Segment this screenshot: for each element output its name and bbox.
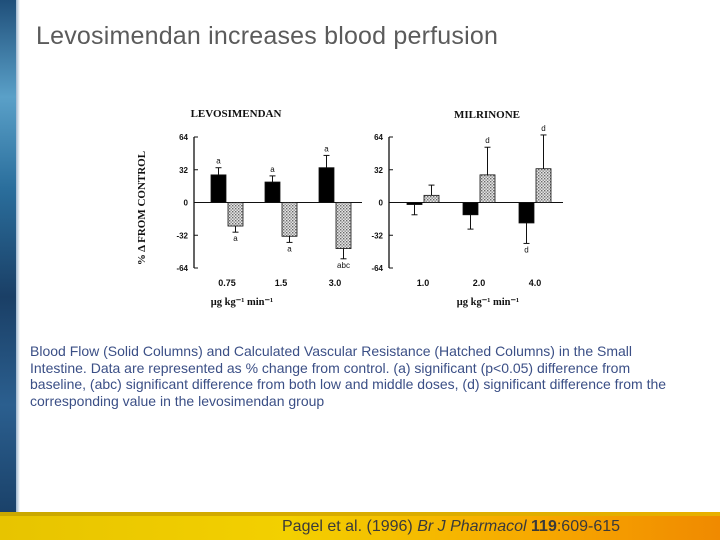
category-label: 1.0 (417, 278, 430, 288)
footer-shadow (0, 512, 720, 516)
significance-annotation: a (233, 234, 238, 243)
category-label: 3.0 (329, 278, 342, 288)
y-axis-label: % Δ FROM CONTROL (136, 151, 148, 265)
category-label: 1.5 (275, 278, 288, 288)
citation-volume: 119 (531, 518, 557, 535)
significance-annotation: abc (337, 261, 350, 270)
y-tick-label: -32 (371, 231, 383, 240)
citation-pages: :609-615 (556, 518, 621, 535)
levosimendan-panel: LEVOSIMENDAN μg kg⁻¹ min⁻¹ 64 32 0 -32 -64 0.… (176, 108, 362, 308)
resistance-bar (227, 202, 244, 227)
figure-caption: Blood Flow (Solid Columns) and Calculate… (30, 343, 667, 409)
blood-flow-bar (318, 167, 335, 203)
blood-flow-bar (462, 202, 479, 216)
resistance-bar (281, 202, 298, 237)
blood-flow-bar (264, 181, 281, 203)
blood-flow-bar (210, 174, 227, 203)
resistance-bar (479, 174, 496, 203)
resistance-bar (335, 202, 352, 249)
y-tick-label: 64 (374, 133, 383, 142)
y-tick-label: -32 (176, 231, 188, 240)
resistance-bar (423, 194, 440, 203)
significance-annotation: a (216, 157, 221, 166)
x-axis-label-levosimendan: μg kg⁻¹ min⁻¹ (211, 297, 273, 308)
y-tick-label: 0 (379, 199, 384, 208)
y-tick-label: 32 (179, 166, 188, 175)
panel-title-milrinone: MILRINONE (454, 109, 520, 121)
y-tick-label: -64 (371, 264, 383, 273)
blood-flow-bar (406, 202, 423, 205)
significance-annotation: d (524, 245, 528, 254)
milrinone-panel: MILRINONE μg kg⁻¹ min⁻¹ 64 32 0 -32 -64 1.0 2.… (371, 109, 563, 308)
y-tick-label: 64 (179, 133, 188, 142)
slide-title: Levosimendan increases blood perfusion (36, 22, 499, 50)
significance-annotation: a (324, 144, 329, 153)
category-label: 4.0 (529, 278, 542, 288)
blood-flow-bar (518, 202, 535, 224)
significance-annotation: a (270, 165, 275, 174)
left-decorative-band (0, 0, 20, 540)
significance-annotation: d (541, 124, 545, 133)
citation-authors: Pagel et al. (1996) (282, 518, 413, 535)
bar-charts: % Δ FROM CONTROL LEVOSIMENDAN μg kg⁻¹ mi… (136, 108, 563, 308)
resistance-bar (535, 168, 552, 203)
category-label: 2.0 (473, 278, 486, 288)
y-tick-label: 0 (184, 199, 189, 208)
footer-bar: Pagel et al. (1996) Br J Pharmacol 119:6… (0, 516, 720, 540)
citation: Pagel et al. (1996) Br J Pharmacol 119:6… (282, 518, 620, 536)
significance-annotation: d (485, 136, 489, 145)
panel-title-levosimendan: LEVOSIMENDAN (191, 108, 282, 120)
category-label: 0.75 (218, 278, 236, 288)
y-tick-label: 32 (374, 166, 383, 175)
citation-journal: Br J Pharmacol (417, 518, 527, 535)
significance-annotation: a (287, 244, 292, 253)
y-tick-label: -64 (176, 264, 188, 273)
x-axis-label-milrinone: μg kg⁻¹ min⁻¹ (457, 297, 519, 308)
